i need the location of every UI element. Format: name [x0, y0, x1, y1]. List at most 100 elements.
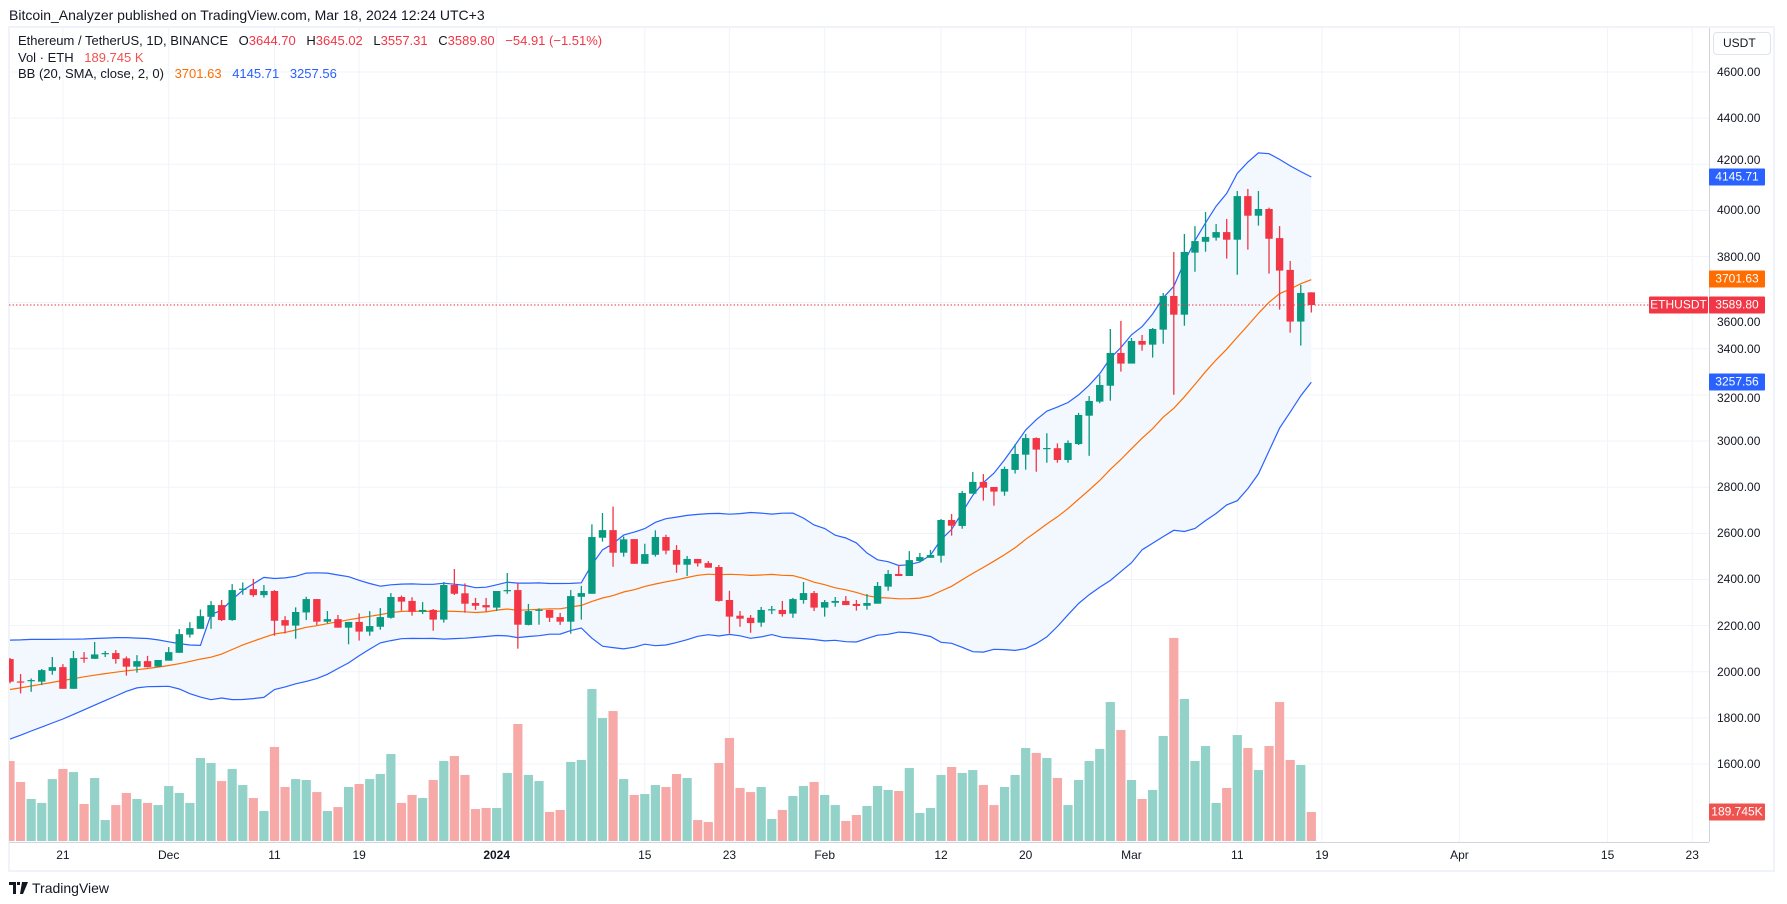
candle [799, 582, 808, 604]
candle-body [112, 653, 120, 660]
tradingview-logo[interactable]: TradingView [9, 880, 109, 896]
legend-bb-row[interactable]: BB (20, SMA, close, 2, 0) 3701.63 4145.7… [18, 66, 602, 83]
time-tick-label: 23 [722, 848, 737, 862]
bb-upper-badge: 4145.71 [1709, 168, 1765, 186]
candle [884, 570, 892, 591]
volume-bar [841, 820, 851, 841]
volume-bar [386, 753, 396, 841]
volume-bar [15, 781, 26, 841]
candle-body [1043, 447, 1051, 450]
candle [133, 655, 141, 673]
candle [165, 647, 173, 661]
time-axis[interactable] [9, 842, 1709, 873]
candle [768, 606, 776, 615]
volume-bar [1116, 729, 1126, 841]
candle [1053, 443, 1062, 463]
candle [196, 609, 205, 629]
candle-body [704, 563, 712, 568]
legend-symbol-row[interactable]: Ethereum / TetherUS, 1D, BINANCE O3644.7… [18, 33, 602, 50]
volume-bar [238, 785, 248, 841]
candle [281, 616, 289, 634]
candle-body [154, 659, 162, 667]
time-tick-label: 23 [1685, 848, 1699, 862]
volume-bar [470, 809, 481, 841]
logo-text: TradingView [32, 880, 110, 896]
candle [1297, 284, 1305, 346]
volume-bar [1137, 798, 1147, 841]
candle-body [408, 600, 416, 612]
volume-bar [291, 779, 301, 841]
volume-bar [1211, 802, 1221, 841]
candle-body [1201, 236, 1210, 242]
candle-body [122, 658, 131, 667]
candle-body [1159, 295, 1167, 330]
volume-bar [872, 785, 883, 841]
time-tick-label: 15 [638, 848, 652, 862]
volume-bar [502, 772, 512, 841]
volume-bar [640, 794, 650, 841]
time-tick-label: Apr [1450, 848, 1469, 862]
volume-bar [661, 787, 671, 841]
currency-button[interactable]: USDT [1713, 32, 1771, 55]
candle-body [1307, 292, 1316, 306]
candle-body [1096, 385, 1104, 402]
candle [154, 659, 162, 667]
price-axis[interactable] [1709, 28, 1776, 842]
candle-body [905, 560, 913, 577]
candle [746, 614, 755, 633]
candle-body [916, 557, 924, 562]
volume-bar [460, 774, 470, 841]
candle-body [588, 537, 596, 594]
candle [16, 674, 25, 694]
candle-body [1223, 232, 1231, 240]
bb-lower-line [9, 381, 1312, 740]
close-value: 3589.80 [447, 33, 495, 48]
volume-bar [597, 718, 608, 841]
candle [958, 490, 966, 529]
candle-body [9, 659, 14, 682]
candle [90, 641, 99, 659]
candle-body [16, 681, 25, 683]
candle-body [1064, 442, 1072, 460]
candle-body [757, 609, 765, 623]
candle-body [38, 670, 46, 682]
time-tick-label: 2024 [483, 848, 511, 862]
candle-body [1021, 438, 1030, 455]
volume-bar [259, 811, 269, 841]
legend-volume-row[interactable]: Vol · ETH 189.745 K [18, 50, 602, 67]
candle-body [577, 593, 586, 597]
low-value: 3557.31 [380, 33, 428, 48]
price-tick-label: 2000.00 [1717, 664, 1761, 679]
bb-lower-value: 3257.56 [289, 66, 337, 81]
published-by-line: Bitcoin_Analyzer published on TradingVie… [9, 7, 485, 23]
candle [1265, 207, 1273, 274]
candle-body [694, 558, 702, 564]
candle-body [59, 667, 67, 689]
candle-body [630, 539, 638, 564]
candle-body [598, 530, 607, 538]
bb-upper-line [9, 152, 1312, 647]
volume-bar [544, 811, 555, 841]
candle-body [397, 597, 406, 602]
volume-bar [915, 813, 925, 841]
candle-body [1106, 352, 1115, 386]
candle-body [1180, 251, 1189, 315]
candle [302, 596, 310, 621]
volume-bar [894, 791, 904, 841]
candle-body [1191, 241, 1199, 253]
candle-body [651, 537, 660, 555]
high-label: H [306, 33, 316, 48]
volume-bar [79, 803, 89, 841]
candle-body [820, 602, 829, 608]
bb-basis-line [9, 279, 1312, 691]
candle-body [926, 555, 935, 558]
candle-body [366, 626, 374, 632]
candle [249, 579, 258, 597]
candle [48, 656, 57, 675]
candle-body [1265, 209, 1273, 239]
volume-bar [322, 811, 332, 841]
volume-bar [375, 774, 385, 841]
candle [334, 614, 342, 628]
volume-bar [407, 794, 417, 841]
